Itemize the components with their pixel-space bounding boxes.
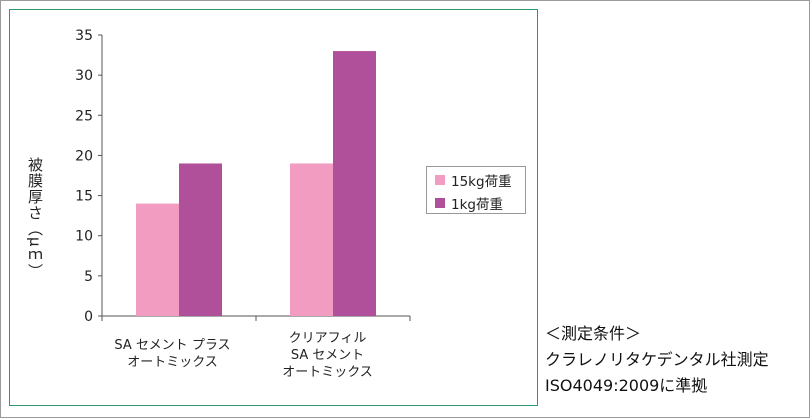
bar-1kg-1: [179, 163, 222, 316]
y-axis-label: 被膜厚さ（μｍ）: [26, 156, 44, 280]
y-tick-label: 30: [75, 68, 93, 84]
bar-15kg-1: [136, 203, 179, 316]
iso-standard-note: ISO4049:2009に準拠: [545, 376, 708, 395]
bar-1kg-2: [333, 51, 376, 317]
measurement-conditions-heading: ＜測定条件＞: [545, 324, 642, 343]
chart-frame: 0 5 10 15 20 25 30 35 被膜厚さ（μｍ） 15kg荷重 1kg荷重 SA …: [9, 9, 538, 406]
y-tick-label: 5: [84, 269, 93, 285]
bar-15kg-2: [290, 163, 333, 316]
measurement-source-note: クラレノリタケデンタル社測定: [545, 350, 769, 369]
y-tick-label: 10: [75, 229, 93, 245]
category-label-clearfil-sa-cement: クリアフィル SA セメント オートミックス: [282, 331, 373, 380]
legend-swatch-15kg: [435, 175, 445, 185]
legend-item-15kg: 15kg荷重: [435, 170, 525, 190]
legend: 15kg荷重 1kg荷重: [426, 166, 526, 214]
legend-label-1kg: 1kg荷重: [451, 197, 503, 213]
legend-label-15kg: 15kg荷重: [451, 174, 512, 190]
y-tick-label: 25: [75, 108, 93, 124]
y-tick-label: 20: [75, 148, 93, 164]
legend-item-1kg: 1kg荷重: [435, 193, 525, 213]
legend-swatch-1kg: [435, 198, 445, 208]
y-tick-label: 35: [75, 28, 93, 44]
y-tick-label: 15: [75, 189, 93, 205]
category-label-sa-cement-plus: SA セメント プラス オートミックス: [114, 338, 231, 370]
bar-chart: 0 5 10 15 20 25 30 35: [75, 28, 411, 325]
y-tick-label: 0: [84, 309, 93, 325]
